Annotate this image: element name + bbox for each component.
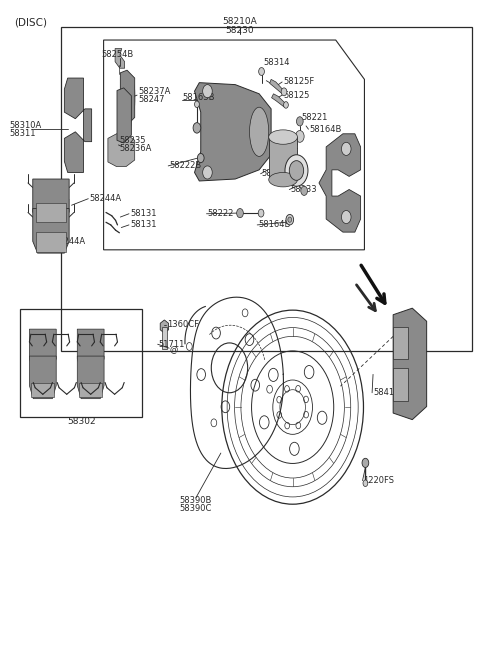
Text: 1360CF: 1360CF xyxy=(167,320,199,329)
Text: (DISC): (DISC) xyxy=(14,17,47,27)
Bar xyxy=(20,309,142,417)
Circle shape xyxy=(237,208,243,217)
Circle shape xyxy=(203,85,212,98)
Text: 58222: 58222 xyxy=(207,210,234,218)
Text: 58221: 58221 xyxy=(301,113,328,122)
Circle shape xyxy=(301,186,308,195)
Circle shape xyxy=(281,88,287,96)
Circle shape xyxy=(363,480,368,486)
Bar xyxy=(36,232,66,252)
Polygon shape xyxy=(160,320,168,333)
Text: 58131: 58131 xyxy=(130,210,156,218)
Text: 58237A: 58237A xyxy=(139,87,171,96)
Text: 58213: 58213 xyxy=(262,170,288,178)
Circle shape xyxy=(197,154,204,163)
Circle shape xyxy=(193,123,201,133)
Polygon shape xyxy=(117,88,132,143)
Polygon shape xyxy=(115,49,125,68)
Text: 58390B: 58390B xyxy=(180,496,212,505)
Circle shape xyxy=(296,131,304,143)
Bar xyxy=(60,27,472,351)
Bar xyxy=(36,202,66,222)
Bar xyxy=(31,383,54,397)
Circle shape xyxy=(194,101,199,108)
Text: 58244A: 58244A xyxy=(53,237,85,246)
Text: 58314: 58314 xyxy=(263,58,289,67)
Circle shape xyxy=(341,210,351,223)
Polygon shape xyxy=(108,134,135,167)
Text: 58222B: 58222B xyxy=(169,162,202,170)
Text: 58310A: 58310A xyxy=(9,121,42,130)
Bar xyxy=(393,327,408,359)
Text: 58163B: 58163B xyxy=(182,93,215,102)
Polygon shape xyxy=(29,356,56,399)
Text: 58164B: 58164B xyxy=(310,125,342,133)
Text: 58411D: 58411D xyxy=(373,388,406,397)
Text: 58390C: 58390C xyxy=(180,504,212,512)
Circle shape xyxy=(288,217,292,222)
Text: @: @ xyxy=(170,345,178,354)
Circle shape xyxy=(341,143,351,156)
Text: 58254B: 58254B xyxy=(101,50,133,59)
Polygon shape xyxy=(272,94,285,107)
Polygon shape xyxy=(393,308,427,420)
Text: 58164B: 58164B xyxy=(258,220,290,229)
Polygon shape xyxy=(29,329,56,372)
Circle shape xyxy=(258,209,264,217)
Circle shape xyxy=(286,214,294,225)
Polygon shape xyxy=(270,79,283,94)
Bar xyxy=(79,383,102,397)
Circle shape xyxy=(259,68,264,76)
Text: 58302: 58302 xyxy=(67,417,96,426)
Ellipse shape xyxy=(250,107,269,156)
Ellipse shape xyxy=(285,155,308,186)
Polygon shape xyxy=(77,329,104,372)
Text: 1220FS: 1220FS xyxy=(363,476,395,485)
Text: 58125F: 58125F xyxy=(283,78,314,87)
Bar xyxy=(79,356,102,371)
Text: 58247: 58247 xyxy=(139,95,165,104)
Polygon shape xyxy=(64,78,92,173)
Text: 58125: 58125 xyxy=(283,91,310,100)
Circle shape xyxy=(297,117,303,126)
Circle shape xyxy=(203,166,212,179)
Text: 58233: 58233 xyxy=(290,185,317,194)
Text: 58131: 58131 xyxy=(130,220,156,229)
Polygon shape xyxy=(194,83,271,181)
Polygon shape xyxy=(33,208,69,253)
Text: 58235: 58235 xyxy=(120,137,146,145)
Bar xyxy=(31,356,54,371)
Text: 58232: 58232 xyxy=(273,142,299,150)
Circle shape xyxy=(284,102,288,108)
Text: 58311: 58311 xyxy=(9,129,36,137)
Polygon shape xyxy=(319,134,360,232)
Ellipse shape xyxy=(269,130,298,145)
Polygon shape xyxy=(77,356,104,399)
Polygon shape xyxy=(33,179,69,223)
Bar xyxy=(393,369,408,401)
Text: 58230: 58230 xyxy=(226,26,254,35)
Circle shape xyxy=(362,459,369,468)
Text: 51711: 51711 xyxy=(158,340,185,349)
Polygon shape xyxy=(120,70,135,125)
Bar xyxy=(162,327,167,350)
Text: 58210A: 58210A xyxy=(223,17,257,26)
Text: 58244A: 58244A xyxy=(89,194,121,203)
Text: 58236A: 58236A xyxy=(120,145,152,153)
Ellipse shape xyxy=(289,161,304,180)
Ellipse shape xyxy=(269,173,298,187)
Bar xyxy=(269,137,298,179)
